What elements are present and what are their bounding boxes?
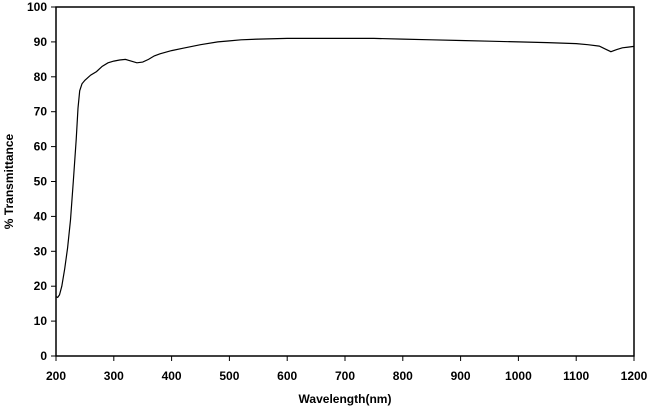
y-tick-label: 20: [34, 279, 48, 293]
y-axis-title: % Transmittance: [2, 133, 16, 229]
x-tick-label: 1200: [621, 369, 648, 383]
x-tick-label: 1100: [563, 369, 589, 383]
y-tick-label: 0: [40, 349, 47, 363]
y-tick-label: 30: [34, 244, 48, 258]
x-tick-label: 800: [393, 369, 413, 383]
x-tick-label: 700: [335, 369, 355, 383]
y-tick-label: 40: [34, 209, 48, 223]
x-tick-label: 900: [451, 369, 471, 383]
x-tick-label: 1000: [505, 369, 532, 383]
x-tick-label: 200: [46, 369, 66, 383]
y-tick-label: 10: [34, 314, 48, 328]
x-tick-label: 300: [104, 369, 124, 383]
y-axis-ticks: 0 10 20 30 40 50 60 70 80 90 100: [27, 0, 56, 363]
y-tick-label: 70: [34, 105, 48, 119]
y-tick-label: 50: [34, 175, 48, 189]
transmittance-series-line: [55, 37, 635, 299]
y-tick-label: 60: [34, 140, 48, 154]
y-tick-label: 80: [34, 70, 48, 84]
x-tick-label: 400: [162, 369, 182, 383]
y-tick-label: 100: [27, 0, 47, 14]
x-axis-ticks: 200 300 400 500 600 700 800 900 1000 1100 1200: [46, 356, 648, 383]
x-tick-label: 600: [277, 369, 297, 383]
x-axis-title: Wavelength(nm): [299, 392, 392, 406]
x-tick-label: 500: [219, 369, 239, 383]
y-tick-label: 90: [34, 35, 48, 49]
plot-area-frame: [55, 6, 635, 357]
